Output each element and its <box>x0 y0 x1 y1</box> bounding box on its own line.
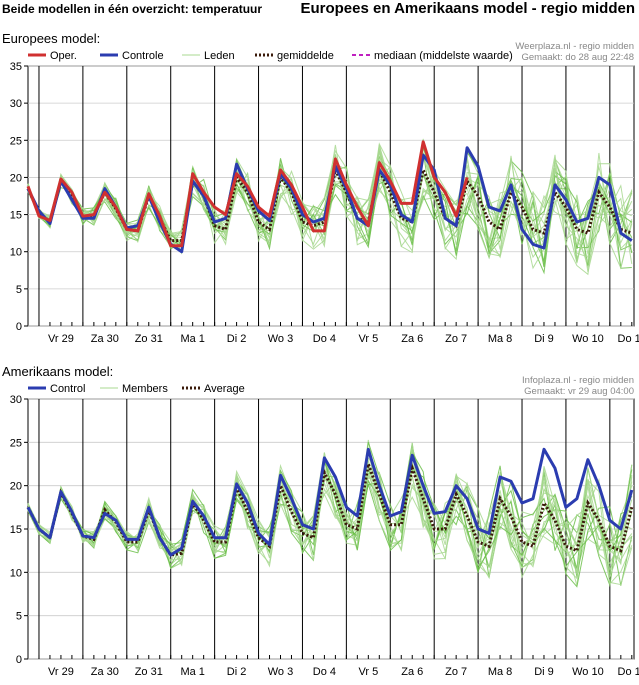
x-tick-label: Za 30 <box>91 333 119 345</box>
y-tick-label: 0 <box>16 654 22 666</box>
legend-label: Members <box>122 383 168 395</box>
series-line-control <box>26 447 634 557</box>
y-tick-label: 20 <box>10 481 22 493</box>
chart-0: 0 5 10 15 20 25 30 35 Vr 29 Za 30 Zo 31 Ma 1 Di 2 Wo … <box>10 41 639 345</box>
y-tick-label: 15 <box>10 524 22 536</box>
legend-label: gemiddelde <box>277 50 334 62</box>
series-line-oper <box>26 140 469 248</box>
x-tick-label: Vr 5 <box>358 666 378 678</box>
y-tick-label: 25 <box>10 135 22 147</box>
x-tick-label: Do 11 <box>618 333 639 345</box>
member-line <box>27 144 633 276</box>
legend-label: Oper. <box>50 50 77 62</box>
x-tick-label: Do 4 <box>313 333 336 345</box>
y-tick-label: 5 <box>16 611 22 623</box>
x-tick-label: Do 4 <box>313 666 336 678</box>
legend: Control Members Average <box>28 383 245 395</box>
y-tick-label: 30 <box>10 394 22 406</box>
member-line <box>27 443 633 586</box>
made-label: Gemaakt: vr 29 aug 04:00 <box>524 386 634 397</box>
x-tick-label: Di 2 <box>227 333 247 345</box>
x-tick-label: Zo 31 <box>135 666 163 678</box>
y-tick-label: 20 <box>10 172 22 184</box>
y-tick-label: 30 <box>10 98 22 110</box>
legend-label: Average <box>204 383 245 395</box>
y-tick-label: 15 <box>10 210 22 222</box>
x-tick-label: Ma 8 <box>488 666 512 678</box>
x-tick-label: Di 9 <box>534 333 554 345</box>
section-title-europe: Europees model: <box>2 31 101 46</box>
x-tick-label: Ma 1 <box>180 333 204 345</box>
legend-label: Controle <box>122 50 164 62</box>
x-tick-label: Zo 7 <box>445 333 467 345</box>
made-label: Gemaakt: do 28 aug 22:48 <box>522 52 635 63</box>
member-line <box>27 144 633 269</box>
series-line-average <box>26 458 634 557</box>
y-tick-label: 25 <box>10 437 22 449</box>
x-tick-label: Za 30 <box>91 666 119 678</box>
member-line <box>27 451 633 577</box>
x-tick-label: Di 2 <box>227 666 247 678</box>
y-tick-label: 10 <box>10 247 22 259</box>
source-label: Infoplaza.nl - regio midden <box>522 375 634 386</box>
chart-1: 0 5 10 15 20 25 30 Vr 29 Za 30 Zo 31 Ma 1 Di 2 Wo 3 D… <box>10 375 639 678</box>
x-tick-label: Wo 3 <box>268 333 293 345</box>
member-line <box>27 442 633 580</box>
y-tick-label: 35 <box>10 61 22 73</box>
x-tick-label: Di 9 <box>534 666 554 678</box>
x-tick-label: Ma 1 <box>180 666 204 678</box>
source-label: Weerplaza.nl - regio midden <box>515 41 634 52</box>
x-tick-label: Za 6 <box>401 333 423 345</box>
legend-label: Leden <box>204 50 235 62</box>
member-line <box>27 148 633 270</box>
x-tick-label: Vr 5 <box>358 333 378 345</box>
page-title-right: Europees en Amerikaans model - regio mid… <box>300 0 635 17</box>
section-title-america: Amerikaans model: <box>2 364 114 379</box>
legend-label: Control <box>50 383 85 395</box>
x-tick-label: Vr 29 <box>48 666 74 678</box>
legend-label: mediaan (middelste waarde) <box>374 50 513 62</box>
x-tick-label: Zo 31 <box>135 333 163 345</box>
x-tick-label: Ma 8 <box>488 333 512 345</box>
legend: Oper. Controle Leden gemiddelde mediaan (mid… <box>28 50 513 62</box>
x-tick-label: Wo 10 <box>572 333 604 345</box>
y-tick-label: 10 <box>10 567 22 579</box>
x-tick-label: Wo 10 <box>572 666 604 678</box>
x-tick-label: Vr 29 <box>48 333 74 345</box>
y-tick-label: 0 <box>16 321 22 333</box>
x-tick-label: Wo 3 <box>268 666 293 678</box>
x-tick-label: Do 11 <box>618 666 639 678</box>
page-title-left: Beide modellen in één overzicht: tempera… <box>2 2 263 16</box>
x-tick-label: Zo 7 <box>445 666 467 678</box>
x-tick-label: Za 6 <box>401 666 423 678</box>
y-tick-label: 5 <box>16 284 22 296</box>
member-line <box>27 471 633 580</box>
